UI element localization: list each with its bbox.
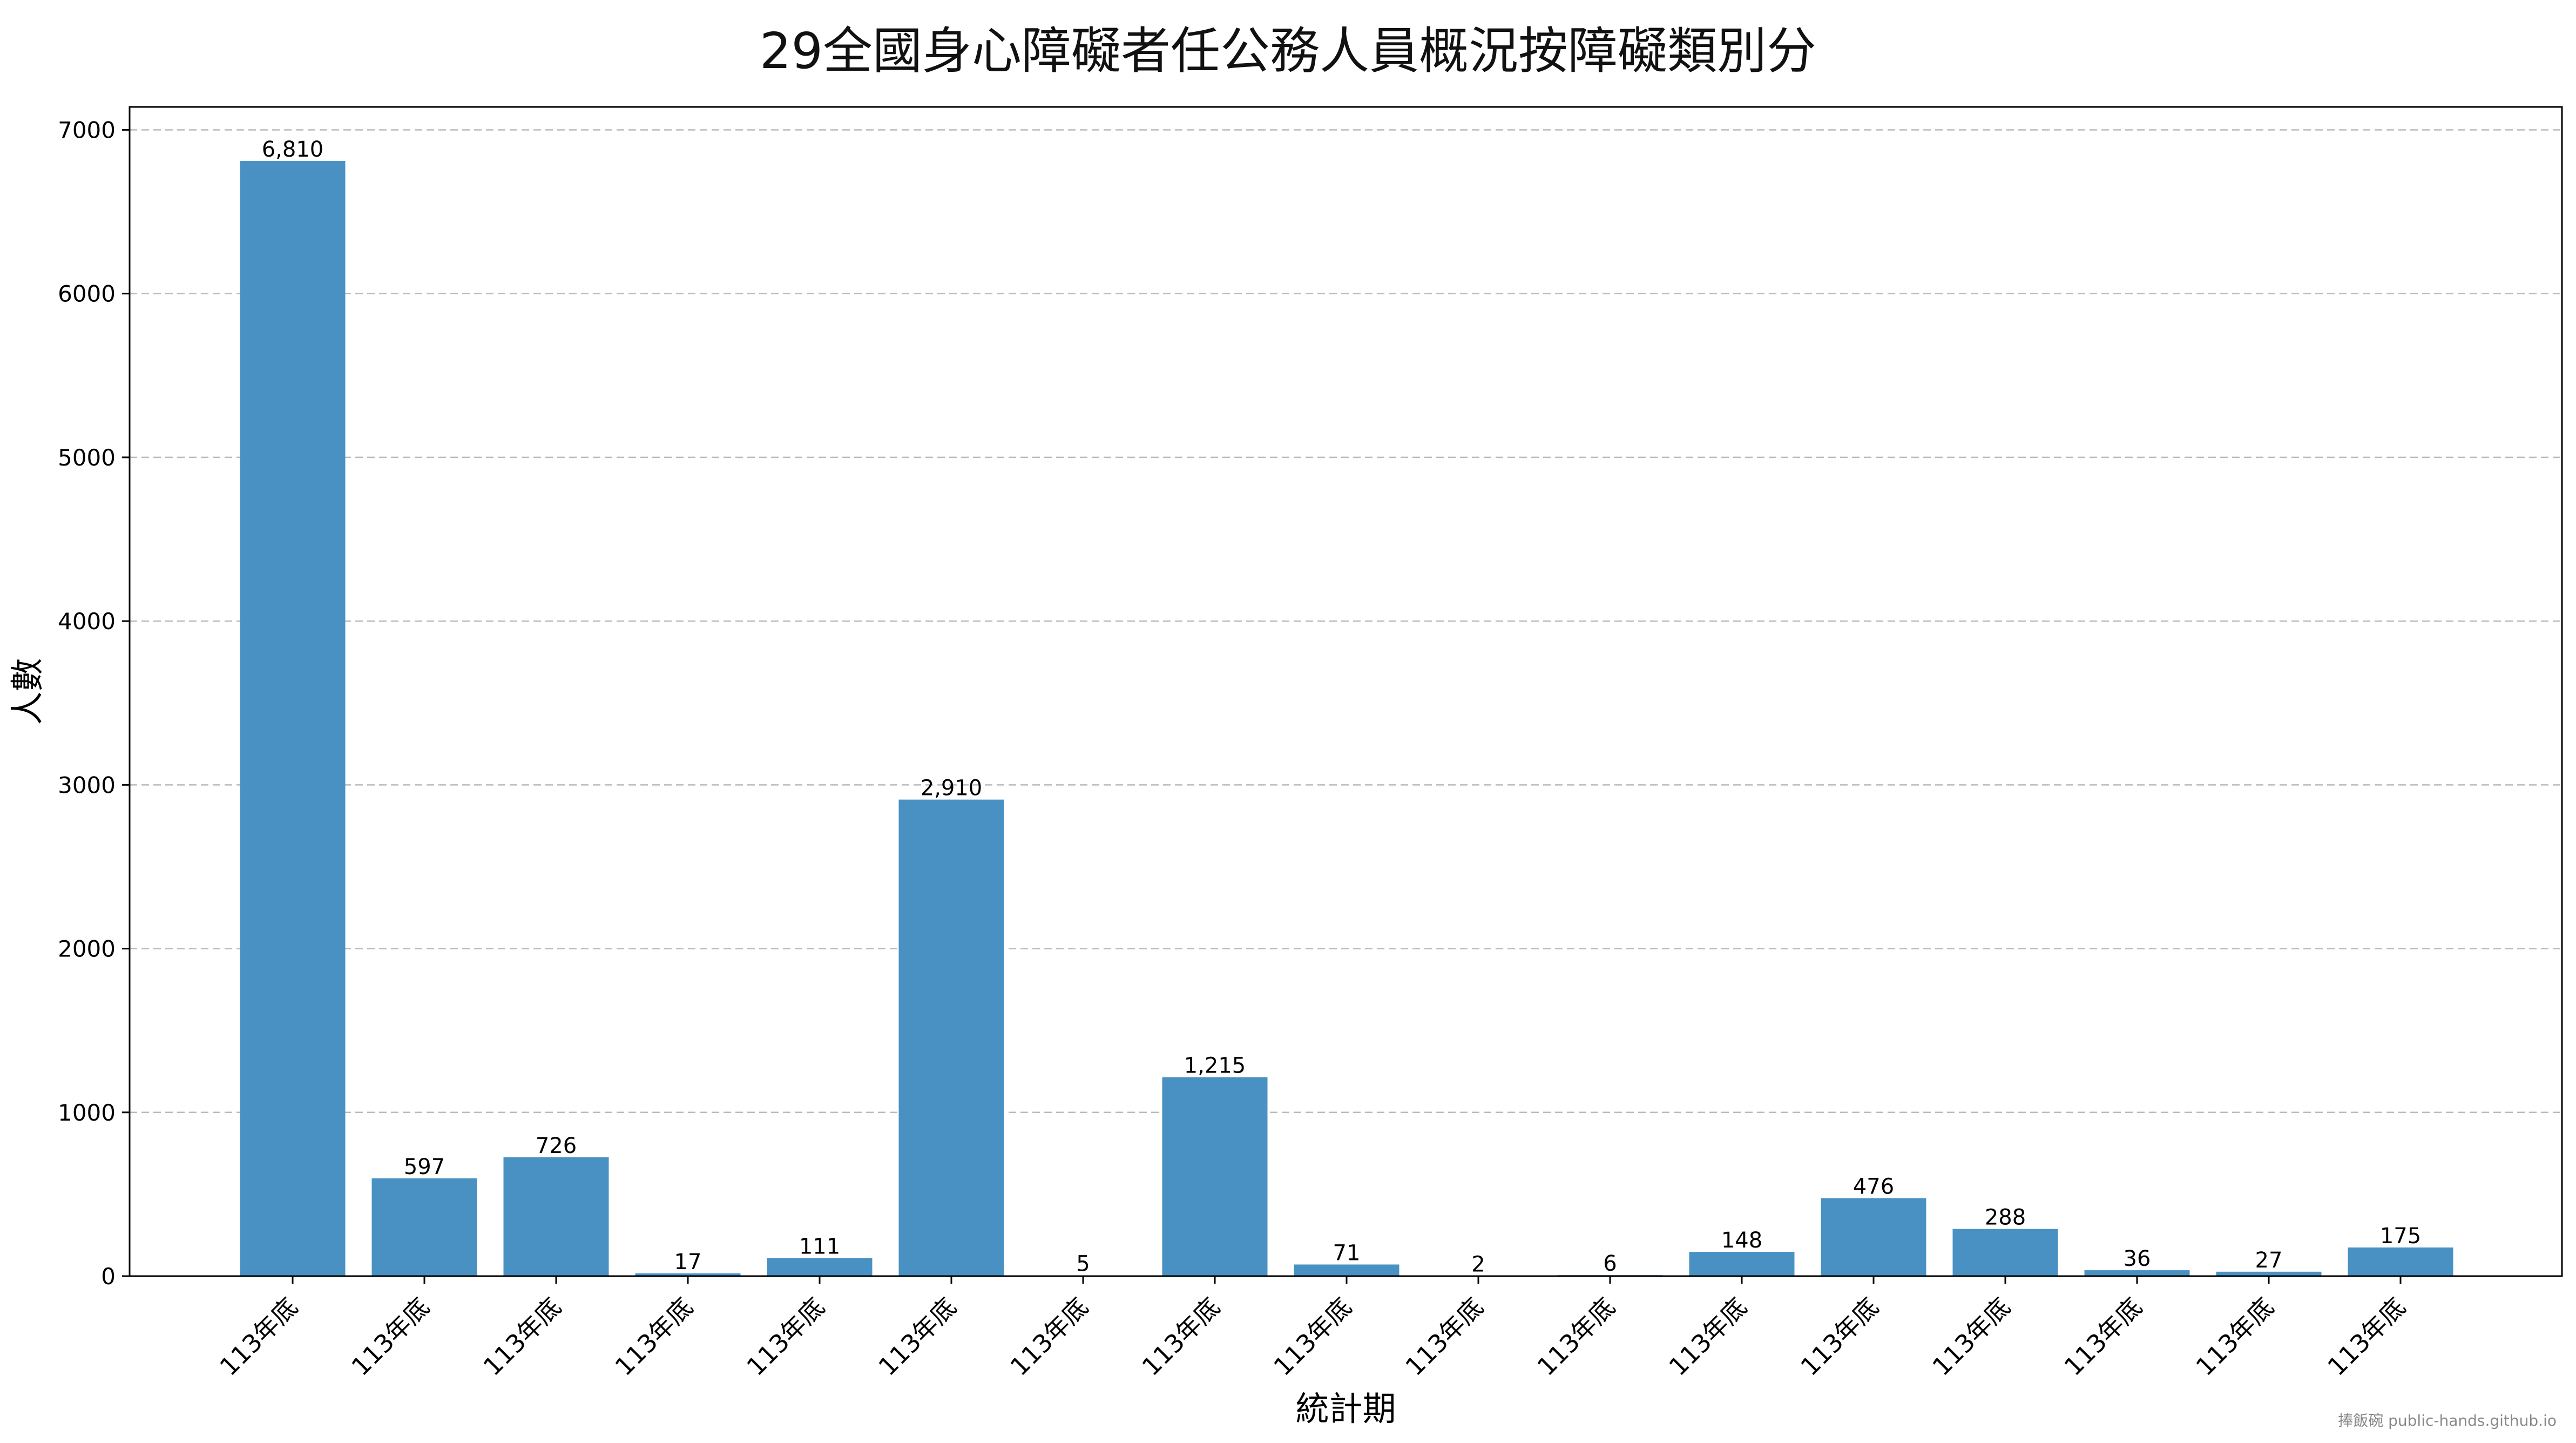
x-tick-label: 113年底: [1531, 1292, 1620, 1381]
watermark: 捧飯碗 public-hands.github.io: [2338, 1412, 2557, 1429]
x-tick-label: 113年底: [2190, 1292, 2279, 1381]
y-tick-label: 2000: [58, 936, 116, 962]
bar-value-label: 27: [2255, 1248, 2283, 1273]
y-axis-label: 人數: [8, 658, 47, 725]
y-tick-label: 7000: [58, 117, 116, 143]
y-axis-ticks: 0 1000 2000 3000 4000 5000 6000 7000: [58, 117, 130, 1290]
x-tick-label: 113年底: [1663, 1292, 1752, 1381]
bar: [635, 1273, 741, 1276]
x-tick-label: 113年底: [346, 1292, 435, 1381]
x-tick-label: 113年底: [1399, 1292, 1489, 1381]
x-tick-label: 113年底: [1136, 1292, 1225, 1381]
grid-lines: [130, 129, 2562, 1114]
bar-value-label: 597: [404, 1155, 445, 1179]
bar-value-label: 111: [799, 1234, 840, 1259]
x-tick-label: 113年底: [2058, 1292, 2147, 1381]
data-labels: 6,810 597 726 17 111 2,910 5 1,215 71 2 6 148 476 288…: [262, 137, 2421, 1277]
y-tick-label: 4000: [58, 608, 116, 635]
x-axis-ticks: 113年底 113年底 113年底 113年底 113年底 113年底 113年底 113年底…: [214, 1276, 2411, 1381]
bar: [898, 799, 1004, 1276]
bar: [767, 1258, 873, 1276]
bar: [1821, 1198, 1926, 1276]
x-tick-label: 113年底: [477, 1292, 566, 1381]
bar-value-label: 726: [536, 1134, 577, 1158]
chart-title: 29全國身心障礙者任公務人員概況按障礙類別分: [759, 22, 1817, 80]
bar-value-label: 2: [1471, 1252, 1485, 1277]
bar-value-label: 71: [1333, 1240, 1361, 1265]
bar-value-label: 17: [674, 1250, 702, 1275]
bar: [1952, 1229, 2058, 1276]
bars: [240, 161, 2453, 1277]
x-tick-label: 113年底: [1926, 1292, 2016, 1381]
bar: [1294, 1264, 1399, 1276]
bar: [2348, 1247, 2453, 1276]
bar: [1162, 1077, 1268, 1276]
x-tick-label: 113年底: [214, 1292, 303, 1381]
bar: [1689, 1252, 1795, 1276]
bar-value-label: 2,910: [921, 776, 983, 801]
bar: [371, 1178, 477, 1276]
bar-value-label: 148: [1721, 1228, 1762, 1253]
bar-value-label: 1,215: [1184, 1054, 1246, 1078]
x-axis-label: 統計期: [1295, 1389, 1396, 1428]
bar-value-label: 36: [2124, 1246, 2151, 1271]
bar-value-label: 5: [1076, 1251, 1090, 1276]
y-tick-label: 1000: [58, 1100, 116, 1126]
bar-value-label: 175: [2380, 1224, 2421, 1249]
bar-value-label: 6,810: [262, 137, 324, 162]
y-tick-label: 5000: [58, 444, 116, 471]
x-tick-label: 113年底: [741, 1292, 830, 1381]
bar: [2216, 1271, 2322, 1276]
x-tick-label: 113年底: [873, 1292, 962, 1381]
plot-frame: [129, 106, 2563, 1277]
y-tick-label: 6000: [58, 281, 116, 307]
y-tick-label: 0: [101, 1263, 116, 1290]
bar-value-label: 476: [1853, 1175, 1894, 1199]
x-tick-label: 113年底: [2322, 1292, 2411, 1381]
bar-value-label: 6: [1603, 1251, 1617, 1276]
bar: [240, 161, 346, 1277]
x-tick-label: 113年底: [609, 1292, 698, 1381]
x-tick-label: 113年底: [1795, 1292, 1884, 1381]
x-tick-label: 113年底: [1004, 1292, 1093, 1381]
bar: [2084, 1270, 2190, 1276]
bar-value-label: 288: [1985, 1205, 2026, 1230]
x-tick-label: 113年底: [1268, 1292, 1357, 1381]
bar: [503, 1157, 609, 1276]
y-tick-label: 3000: [58, 772, 116, 798]
